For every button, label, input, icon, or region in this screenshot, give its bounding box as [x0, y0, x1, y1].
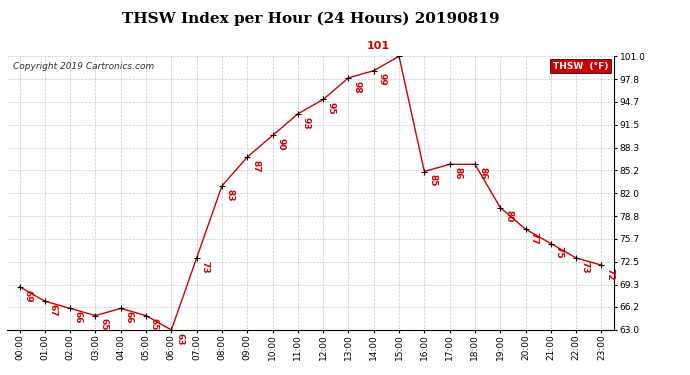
Text: 98: 98	[353, 81, 362, 93]
Text: 69: 69	[23, 290, 32, 302]
Text: 77: 77	[529, 232, 538, 244]
Text: 83: 83	[226, 189, 235, 201]
Text: 80: 80	[504, 210, 513, 223]
Text: 95: 95	[327, 102, 336, 115]
Text: THSW Index per Hour (24 Hours) 20190819: THSW Index per Hour (24 Hours) 20190819	[121, 11, 500, 26]
Text: 75: 75	[555, 246, 564, 259]
Text: 101: 101	[366, 41, 390, 51]
Text: 67: 67	[49, 304, 58, 316]
Text: 85: 85	[428, 174, 437, 187]
Text: 66: 66	[74, 311, 83, 324]
Text: 65: 65	[150, 318, 159, 331]
Text: 72: 72	[605, 268, 614, 280]
Text: 86: 86	[453, 167, 462, 180]
Text: 93: 93	[302, 117, 310, 129]
Text: 73: 73	[580, 261, 589, 273]
Text: 66: 66	[125, 311, 134, 324]
Text: 86: 86	[479, 167, 488, 180]
Text: 90: 90	[277, 138, 286, 151]
Text: 87: 87	[251, 160, 260, 172]
Text: THSW  (°F): THSW (°F)	[553, 62, 608, 71]
Text: 65: 65	[99, 318, 108, 331]
Text: 73: 73	[201, 261, 210, 273]
Text: Copyright 2019 Cartronics.com: Copyright 2019 Cartronics.com	[13, 62, 155, 71]
Text: 99: 99	[377, 74, 386, 86]
Text: 63: 63	[175, 333, 184, 345]
